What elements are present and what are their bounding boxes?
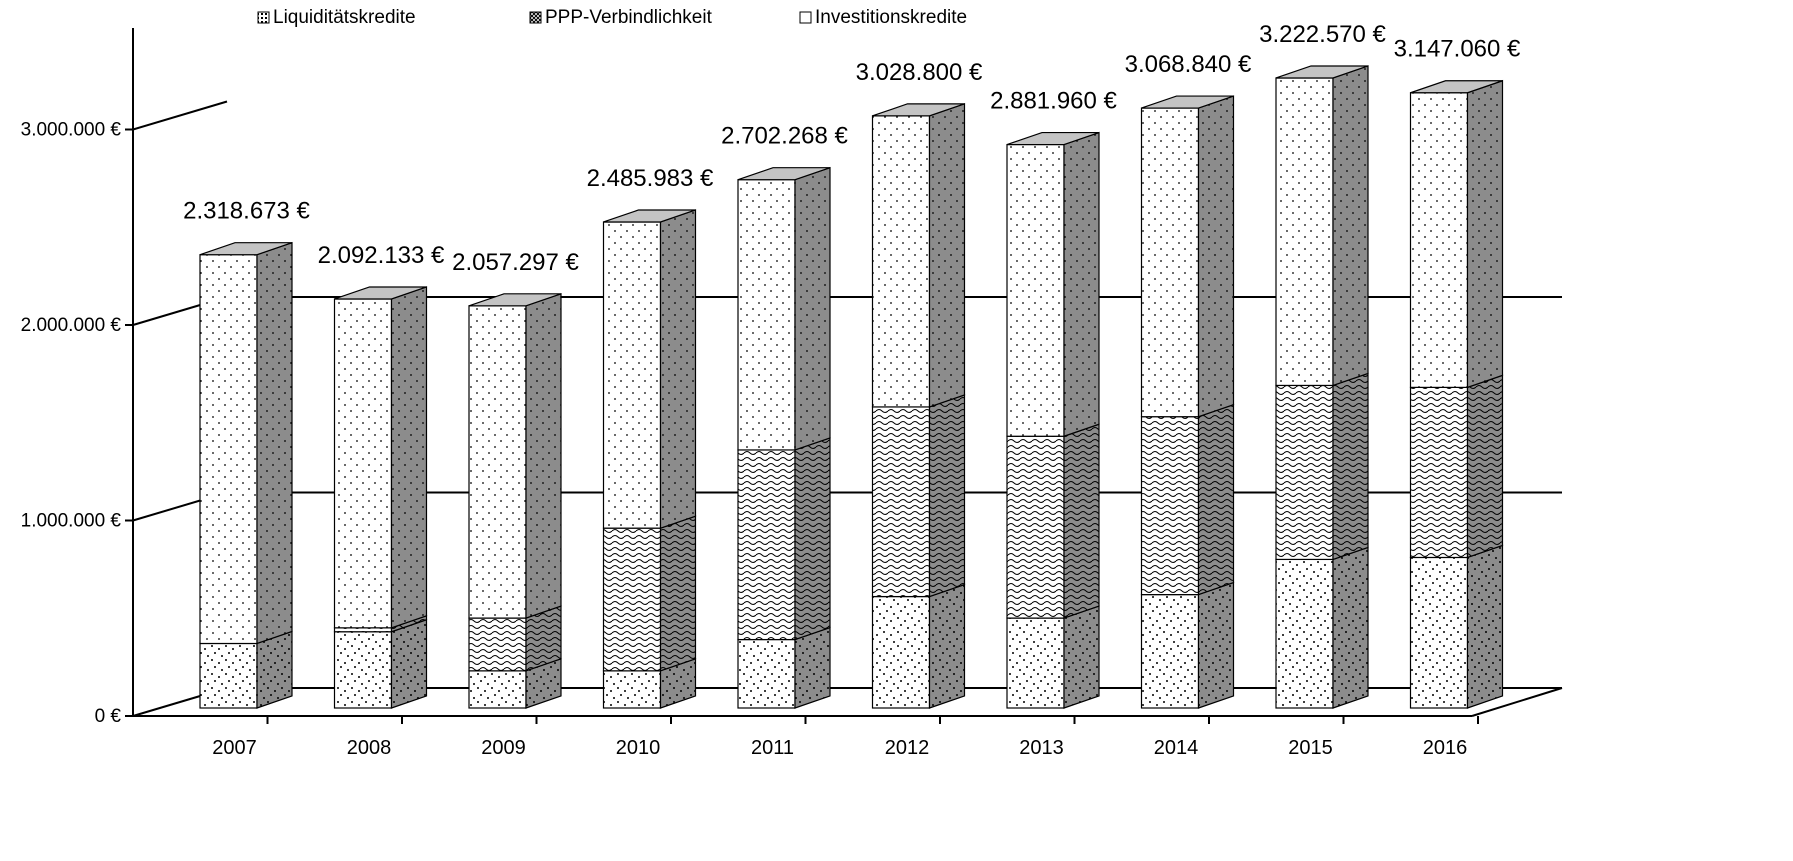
bar-top: [872, 103, 965, 117]
x-tick-label: 2016: [1423, 737, 1468, 759]
bar-top: [199, 242, 293, 256]
bar-total-label: 2.318.673 €: [183, 198, 310, 225]
x-tick-label: 2013: [1019, 737, 1064, 759]
bar-segment-liquiditaetskredite-side: [794, 626, 831, 709]
bar-segment-investitionskredite-front: [333, 298, 393, 629]
bar-segment-investitionskredite-side: [390, 286, 428, 629]
bar-segment-liquiditaetskredite-front: [199, 642, 258, 709]
legend-swatch: [799, 11, 812, 24]
bar-top: [1141, 95, 1234, 109]
bar-total-label: 2.092.133 €: [318, 242, 445, 269]
x-tick-label: 2015: [1288, 737, 1333, 759]
bar-segment-liquiditaetskredite-front: [602, 670, 662, 709]
bar-segment-investitionskredite-front: [602, 221, 662, 529]
bar-segment-investitionskredite-side: [525, 292, 562, 619]
bar-segment-ppp-verbindlichkeit-front: [1275, 384, 1334, 561]
bar-segment-investitionskredite-side: [1332, 65, 1369, 387]
bar-segment-ppp-verbindlichkeit-side: [794, 437, 831, 641]
floor-right-edge: [1471, 687, 1563, 717]
bar-segment-investitionskredite-side: [1063, 131, 1100, 438]
y-tick-connector: [132, 100, 228, 131]
bar-segment-investitionskredite-front: [1409, 92, 1469, 388]
bar-segment-investitionskredite-side: [256, 241, 293, 645]
x-tick-label: 2010: [616, 737, 661, 759]
bar-top: [737, 167, 831, 181]
bar-segment-ppp-verbindlichkeit-side: [1063, 423, 1100, 619]
bar-segment-liquiditaetskredite-side: [1197, 581, 1235, 709]
bar-segment-ppp-verbindlichkeit-front: [871, 406, 931, 598]
bar-segment-investitionskredite-front: [871, 115, 931, 408]
bar-total-label: 2.485.983 €: [587, 165, 714, 192]
bar-segment-liquiditaetskredite-side: [1063, 605, 1100, 709]
legend-label: PPP-Verbindlichkeit: [545, 7, 713, 28]
bar-segment-ppp-verbindlichkeit-side: [1197, 403, 1235, 596]
bar-segment-liquiditaetskredite-side: [1332, 546, 1369, 709]
legend-swatch: [529, 11, 542, 24]
bar-segment-liquiditaetskredite-side: [256, 630, 293, 709]
bar-segment-investitionskredite-side: [659, 209, 697, 529]
y-tick-label: 0 €: [95, 706, 122, 727]
bar-total-label: 3.147.060 €: [1394, 36, 1521, 63]
x-tick-label: 2008: [347, 737, 392, 759]
bar-top: [1006, 131, 1100, 146]
legend-label: Liquiditätskredite: [273, 7, 416, 28]
bar-segment-investitionskredite-front: [1140, 107, 1200, 418]
legend-swatch: [257, 11, 270, 24]
x-tick-label: 2012: [885, 737, 930, 759]
bar-segment-liquiditaetskredite-front: [1140, 594, 1200, 709]
bar-total-label: 2.057.297 €: [452, 249, 579, 276]
bar-segment-ppp-verbindlichkeit-front: [468, 617, 527, 672]
bar-segment-investitionskredite-front: [1006, 143, 1065, 437]
bar-segment-ppp-verbindlichkeit-front: [737, 449, 796, 641]
bar-total-label: 3.028.800 €: [856, 59, 983, 86]
bar-segment-liquiditaetskredite-front: [871, 595, 931, 709]
bar-segment-ppp-verbindlichkeit-side: [1332, 372, 1369, 561]
bar-total-label: 3.068.840 €: [1125, 51, 1252, 78]
bar-segment-liquiditaetskredite-front: [1006, 617, 1065, 709]
bar-total-label: 3.222.570 €: [1259, 21, 1386, 48]
bar-segment-liquiditaetskredite-front: [468, 670, 527, 709]
bar-segment-investitionskredite-front: [1275, 77, 1334, 387]
bar-top: [1410, 80, 1503, 94]
bar-segment-investitionskredite-front: [199, 254, 258, 645]
bar-segment-ppp-verbindlichkeit-front: [1006, 435, 1065, 619]
x-tick-label: 2011: [751, 737, 794, 759]
bar-segment-ppp-verbindlichkeit-front: [602, 527, 662, 672]
bar-top: [334, 286, 427, 300]
bar-segment-ppp-verbindlichkeit-front: [1140, 416, 1200, 596]
bar-segment-ppp-verbindlichkeit-front: [1409, 386, 1469, 559]
bar-top: [468, 293, 562, 307]
bar-segment-liquiditaetskredite-side: [1466, 544, 1504, 709]
bar-segment-liquiditaetskredite-front: [1409, 556, 1469, 709]
bar-segment-liquiditaetskredite-front: [737, 638, 796, 709]
y-tick-label: 2.000.000 €: [21, 315, 122, 336]
bar-segment-investitionskredite-side: [928, 103, 966, 408]
bar-segment-investitionskredite-side: [1466, 79, 1504, 389]
bar-top: [603, 209, 696, 223]
bar-segment-ppp-verbindlichkeit-side: [928, 394, 966, 598]
bar-segment-liquiditaetskredite-front: [1275, 558, 1334, 709]
bar-top: [1275, 65, 1369, 79]
bar-segment-investitionskredite-side: [1197, 95, 1235, 418]
bar-segment-liquiditaetskredite-front: [333, 631, 393, 709]
bar-segment-investitionskredite-front: [737, 179, 796, 451]
bar-segment-investitionskredite-side: [794, 166, 831, 451]
bar-segment-ppp-verbindlichkeit-side: [659, 515, 697, 672]
bar-segment-liquiditaetskredite-side: [390, 618, 428, 709]
bar-segment-investitionskredite-front: [468, 305, 527, 619]
y-tick-label: 3.000.000 €: [21, 120, 122, 141]
x-tick-label: 2014: [1154, 737, 1199, 759]
legend-label: Investitionskredite: [815, 7, 967, 28]
bar-segment-ppp-verbindlichkeit-side: [1466, 374, 1504, 559]
y-tick-label: 1.000.000 €: [21, 511, 122, 532]
bar-segment-liquiditaetskredite-side: [928, 583, 966, 709]
bar-total-label: 2.881.960 €: [990, 88, 1117, 115]
bar-total-label: 2.702.268 €: [721, 123, 848, 150]
x-tick-label: 2007: [212, 737, 257, 759]
x-tick-label: 2009: [481, 737, 526, 759]
